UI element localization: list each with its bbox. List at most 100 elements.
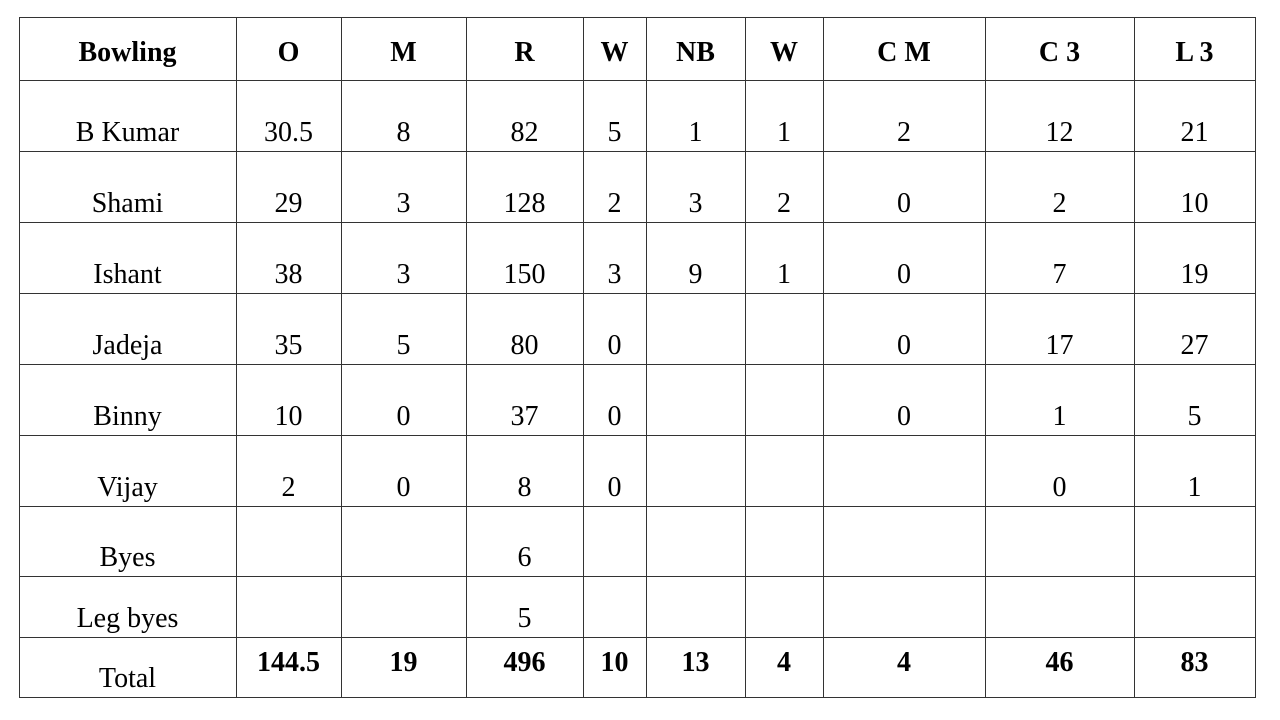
total-value: 4 bbox=[777, 647, 791, 678]
column-divider bbox=[646, 17, 647, 698]
stat-value: 0 bbox=[607, 472, 622, 503]
table-cell: 10 bbox=[1134, 151, 1255, 222]
table-cell: 13 bbox=[646, 637, 745, 697]
table-cell: W bbox=[583, 17, 646, 80]
table-cell bbox=[1134, 506, 1255, 576]
table-cell: 83 bbox=[1134, 637, 1255, 697]
total-value: 10 bbox=[600, 647, 629, 678]
table-cell bbox=[236, 506, 341, 576]
table-cell: Byes bbox=[19, 506, 236, 576]
table-cell bbox=[236, 576, 341, 637]
stat-value: 5 bbox=[607, 117, 622, 148]
table-cell: 19 bbox=[1134, 222, 1255, 293]
table-cell: Bowling bbox=[19, 17, 236, 80]
table-cell: 0 bbox=[583, 293, 646, 364]
table-cell: 12 bbox=[985, 80, 1134, 151]
table-cell: 8 bbox=[341, 80, 466, 151]
row-divider bbox=[19, 435, 1256, 436]
stat-value: 8 bbox=[396, 117, 411, 148]
table-cell: 10 bbox=[236, 364, 341, 435]
table-cell bbox=[646, 435, 745, 506]
stat-value: 3 bbox=[396, 259, 411, 290]
table-cell: 150 bbox=[466, 222, 583, 293]
total-value: 144.5 bbox=[257, 647, 320, 678]
column-header: O bbox=[277, 37, 300, 68]
stat-value: 12 bbox=[1045, 117, 1074, 148]
bowler-name: Jadeja bbox=[92, 330, 163, 361]
table-cell: Jadeja bbox=[19, 293, 236, 364]
table-cell bbox=[341, 576, 466, 637]
column-divider bbox=[1255, 17, 1256, 698]
column-header: M bbox=[390, 37, 417, 68]
stat-value: 19 bbox=[1180, 259, 1209, 290]
table-cell: 8 bbox=[466, 435, 583, 506]
stat-value: 150 bbox=[503, 259, 546, 290]
column-divider bbox=[583, 17, 584, 698]
row-divider bbox=[19, 80, 1256, 81]
table-cell: 0 bbox=[583, 435, 646, 506]
column-header: NB bbox=[676, 37, 715, 68]
table-cell: 4 bbox=[745, 637, 823, 697]
table-cell: 5 bbox=[341, 293, 466, 364]
total-value: 83 bbox=[1180, 647, 1209, 678]
stat-value: 128 bbox=[503, 188, 546, 219]
table-cell: 1 bbox=[745, 222, 823, 293]
column-header: W bbox=[600, 37, 629, 68]
row-divider bbox=[19, 576, 1256, 577]
stat-value: 35 bbox=[274, 330, 303, 361]
stat-value: 2 bbox=[281, 472, 296, 503]
stat-value: 2 bbox=[897, 117, 911, 148]
table-cell: 3 bbox=[583, 222, 646, 293]
table-cell: Vijay bbox=[19, 435, 236, 506]
stat-value: 8 bbox=[517, 472, 532, 503]
table-cell: 0 bbox=[583, 364, 646, 435]
table-cell: L 3 bbox=[1134, 17, 1255, 80]
table-cell: 1 bbox=[1134, 435, 1255, 506]
table-cell: 80 bbox=[466, 293, 583, 364]
stat-value: 0 bbox=[396, 401, 411, 432]
bowler-name: Byes bbox=[99, 542, 156, 573]
stat-value: 2 bbox=[607, 188, 622, 219]
stat-value: 10 bbox=[1180, 188, 1209, 219]
table-cell: 2 bbox=[745, 151, 823, 222]
table-cell: 0 bbox=[341, 364, 466, 435]
stat-value: 0 bbox=[396, 472, 411, 503]
column-divider bbox=[823, 17, 824, 698]
column-divider bbox=[1134, 17, 1135, 698]
table-cell: 1 bbox=[985, 364, 1134, 435]
bowler-name: Vijay bbox=[97, 472, 158, 503]
stat-value: 2 bbox=[777, 188, 791, 219]
table-cell: 496 bbox=[466, 637, 583, 697]
table-cell: 0 bbox=[341, 435, 466, 506]
stat-value: 0 bbox=[607, 330, 622, 361]
stat-value: 0 bbox=[897, 330, 911, 361]
table-cell: 4 bbox=[823, 637, 985, 697]
table-cell bbox=[745, 576, 823, 637]
stat-value: 17 bbox=[1045, 330, 1074, 361]
table-cell: 128 bbox=[466, 151, 583, 222]
table-cell: O bbox=[236, 17, 341, 80]
table-cell bbox=[745, 435, 823, 506]
table-cell: Shami bbox=[19, 151, 236, 222]
table-cell bbox=[1134, 576, 1255, 637]
stat-value: 29 bbox=[274, 188, 303, 219]
table-cell: B Kumar bbox=[19, 80, 236, 151]
table-cell: C 3 bbox=[985, 17, 1134, 80]
column-divider bbox=[985, 17, 986, 698]
stat-value: 2 bbox=[1052, 188, 1067, 219]
table-cell bbox=[823, 506, 985, 576]
table-cell: 2 bbox=[583, 151, 646, 222]
table-cell: 27 bbox=[1134, 293, 1255, 364]
row-divider bbox=[19, 17, 1256, 18]
bowler-name: Ishant bbox=[93, 259, 162, 290]
column-header: W bbox=[770, 37, 798, 68]
total-value: 496 bbox=[503, 647, 546, 678]
table-cell bbox=[745, 364, 823, 435]
row-divider bbox=[19, 222, 1256, 223]
table-cell: 3 bbox=[341, 222, 466, 293]
stat-value: 1 bbox=[777, 259, 791, 290]
stat-value: 0 bbox=[897, 259, 911, 290]
table-cell: 2 bbox=[823, 80, 985, 151]
stat-value: 3 bbox=[688, 188, 703, 219]
table-cell: Total bbox=[19, 637, 236, 697]
